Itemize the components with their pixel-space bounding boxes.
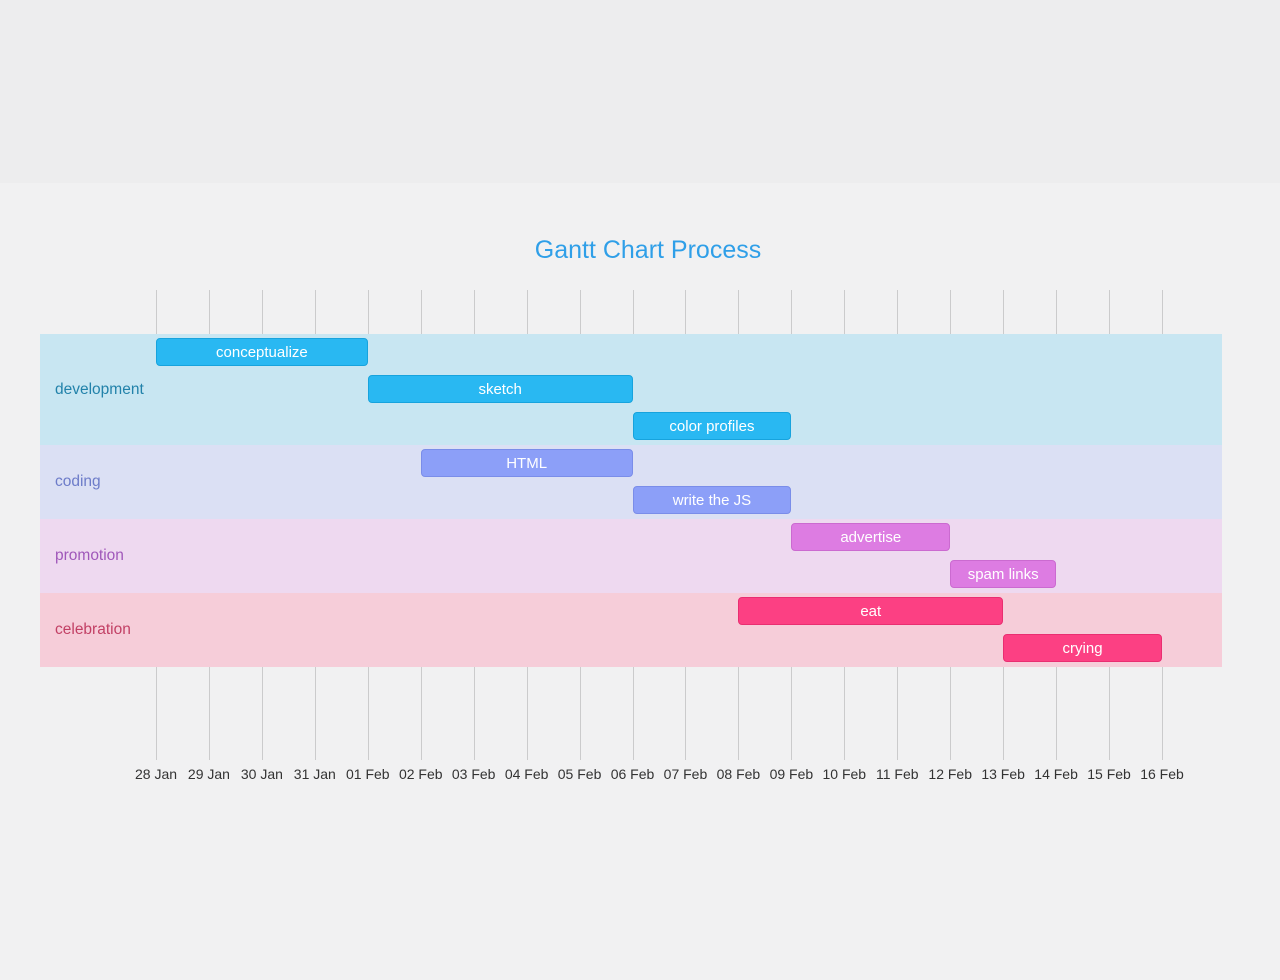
axis-tick-label: 30 Jan	[240, 766, 283, 782]
axis-tick-label: 05 Feb	[557, 766, 602, 782]
axis-tick-label: 29 Jan	[187, 766, 230, 782]
task-bar-crying: crying	[1003, 634, 1162, 662]
axis-tick-label: 10 Feb	[822, 766, 867, 782]
task-bar-conceptualize: conceptualize	[156, 338, 368, 366]
task-bar-write-the-js: write the JS	[632, 486, 792, 514]
axis-tick-label: 28 Jan	[134, 766, 178, 782]
axis-tick-label: 07 Feb	[663, 766, 708, 782]
task-bar-advertise: advertise	[791, 523, 951, 551]
chart-title: Gantt Chart Process	[534, 236, 762, 264]
axis-tick-label: 15 Feb	[1087, 766, 1131, 782]
axis-tick-label: 08 Feb	[716, 766, 761, 782]
top-gray-region	[0, 0, 1280, 183]
axis-tick-label: 04 Feb	[504, 766, 549, 782]
task-bar-sketch: sketch	[367, 375, 633, 403]
task-bar-html: HTML	[420, 449, 633, 477]
axis-tick-label: 12 Feb	[928, 766, 972, 782]
task-bar-spam-links: spam links	[950, 560, 1057, 588]
axis-tick-label: 09 Feb	[769, 766, 814, 782]
axis-tick-label: 02 Feb	[398, 766, 443, 782]
section-label-coding: coding	[55, 473, 101, 490]
axis-tick-label: 11 Feb	[875, 766, 919, 782]
section-label-development: development	[55, 380, 144, 398]
axis-tick-label: 01 Feb	[345, 766, 390, 782]
task-bar-color-profiles: color profiles	[632, 412, 792, 440]
axis-tick-label: 06 Feb	[610, 766, 655, 782]
axis-tick-label: 03 Feb	[451, 766, 496, 782]
task-bar-eat: eat	[738, 597, 1004, 625]
section-label-promotion: promotion	[55, 547, 124, 564]
axis-tick-label: 16 Feb	[1140, 766, 1184, 782]
axis-tick-label: 31 Jan	[293, 766, 336, 782]
axis-tick-label: 14 Feb	[1034, 766, 1078, 782]
section-label-celebration: celebration	[55, 621, 131, 638]
axis-tick-label: 13 Feb	[981, 766, 1025, 782]
